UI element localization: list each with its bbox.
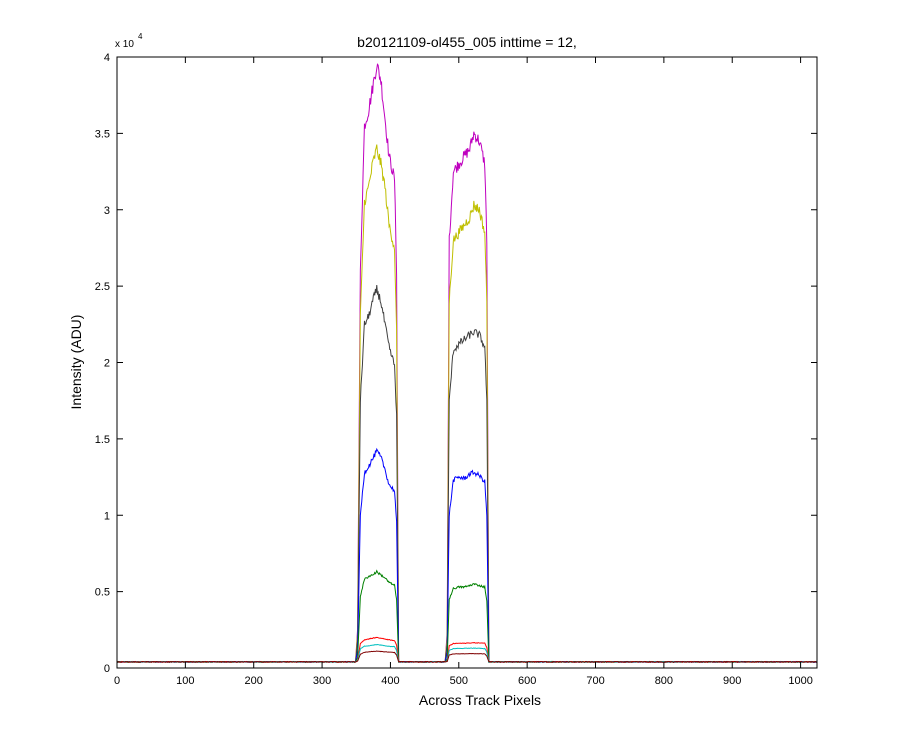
x-tick-label: 200 (245, 675, 263, 687)
x-tick-label: 800 (655, 675, 673, 687)
x-tick-label: 0 (114, 675, 120, 687)
series-line-3 (116, 284, 818, 664)
series-line-1 (116, 63, 818, 663)
x-axis-label: Across Track Pixels (419, 692, 541, 708)
axis-ticks: 0 100 200 300 400 500 600 700 800 900 1000 0 0.5 1 1.5… (95, 52, 817, 687)
y-tick-label: 2.5 (95, 281, 110, 293)
x-tick-label: 100 (176, 675, 194, 687)
y-tick-label: 3.5 (95, 128, 110, 140)
y-tick-label: 1 (104, 510, 110, 522)
y-tick-label: 3 (104, 205, 110, 217)
x-tick-label: 700 (586, 675, 604, 687)
y-tick-label: 0 (104, 663, 110, 675)
series-line-4 (116, 447, 818, 663)
axes-box (116, 56, 818, 669)
x-tick-label: 300 (313, 675, 331, 687)
series-line-8 (116, 650, 818, 663)
plot-area (116, 63, 818, 664)
x-tick-label: 900 (723, 675, 741, 687)
x-tick-label: 400 (381, 675, 399, 687)
y-tick-label: 0.5 (95, 587, 110, 599)
series-line-6 (116, 636, 818, 663)
x-tick-label: 500 (450, 675, 468, 687)
y-tick-label: 2 (104, 358, 110, 370)
y-tick-label: 1.5 (95, 434, 110, 446)
series-line-2 (116, 144, 818, 663)
x-tick-label: 600 (518, 675, 536, 687)
y-exponent-power: 4 (138, 32, 143, 41)
y-tick-label: 4 (104, 52, 110, 64)
chart-title: b20121109-ol455_005 inttime = 12, (357, 34, 577, 50)
x-tick-label: 1000 (788, 675, 812, 687)
y-axis-label: Intensity (ADU) (68, 315, 84, 410)
y-exponent-base: x 10 (115, 39, 134, 50)
